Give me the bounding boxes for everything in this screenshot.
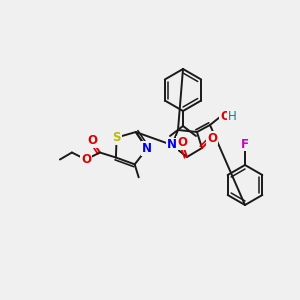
Text: S: S [112, 131, 121, 144]
Text: N: N [167, 139, 177, 152]
Text: N: N [142, 142, 152, 155]
Text: O: O [87, 134, 97, 147]
Text: O: O [220, 110, 230, 124]
Text: H: H [228, 110, 236, 124]
Text: F: F [241, 137, 249, 151]
Text: O: O [177, 136, 187, 149]
Text: O: O [81, 153, 91, 166]
Text: O: O [207, 131, 217, 145]
